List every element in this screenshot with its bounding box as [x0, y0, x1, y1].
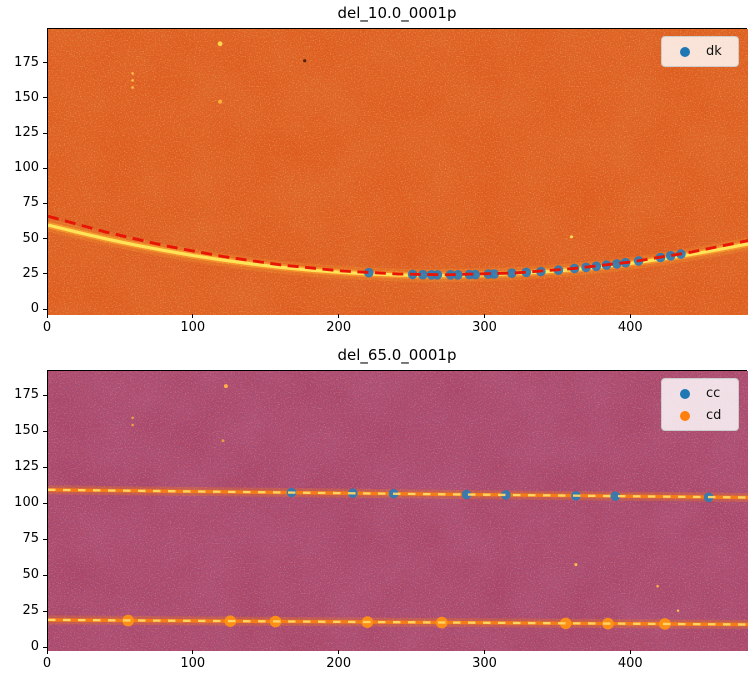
- x-tick-label: 100: [180, 656, 206, 671]
- x-tick-label: 400: [617, 320, 643, 335]
- x-tick: [484, 314, 485, 318]
- y-tick: [43, 538, 47, 540]
- x-tick: [192, 650, 194, 654]
- legend-label: cd: [706, 408, 722, 423]
- x-tick-label: 400: [617, 656, 643, 671]
- x-tick: [629, 314, 631, 318]
- x-tick-label: 200: [326, 320, 352, 335]
- y-tick: [43, 273, 47, 275]
- y-tick-label: 100: [14, 495, 39, 511]
- legend-marker-dot: [680, 410, 690, 421]
- legend-entry-cd: cd: [674, 408, 726, 423]
- y-tick-label: 50: [22, 230, 39, 246]
- y-tick-label: 25: [22, 603, 39, 619]
- legend-entry-cc: cc: [674, 386, 726, 401]
- y-tick: [43, 238, 47, 240]
- legend-label: dk: [706, 44, 722, 59]
- y-tick-label: 0: [30, 301, 39, 317]
- x-tick-label: 300: [472, 320, 497, 335]
- y-tick: [43, 394, 47, 396]
- y-tick: [43, 202, 47, 204]
- legend-entry-dk: dk: [674, 44, 726, 59]
- y-tick-label: 150: [14, 423, 39, 439]
- legend-label: cc: [706, 386, 721, 401]
- y-tick: [43, 610, 47, 612]
- legend-box-bottom: cc cd: [661, 378, 739, 431]
- plot-title-bottom: del_65.0_0001p: [337, 346, 457, 364]
- x-tick: [192, 314, 194, 318]
- y-tick-label: 125: [14, 459, 39, 475]
- legend-marker-dot: [680, 46, 690, 57]
- legend-box-top: dk: [661, 36, 739, 67]
- plot-image-top: [48, 29, 748, 315]
- legend-marker-dot: [680, 388, 690, 399]
- x-tick: [338, 650, 340, 654]
- x-tick-label: 300: [472, 656, 497, 671]
- x-tick-label: 200: [326, 656, 352, 671]
- y-tick: [43, 132, 47, 134]
- x-tick: [46, 650, 48, 654]
- x-tick: [629, 650, 631, 654]
- x-tick: [46, 314, 48, 318]
- y-tick-label: 25: [22, 265, 39, 281]
- plot-image-bottom: [48, 371, 748, 651]
- x-tick-label: 0: [42, 656, 52, 671]
- y-tick-label: 175: [14, 54, 39, 70]
- x-tick-label: 100: [180, 320, 206, 335]
- y-tick: [43, 97, 47, 99]
- y-tick: [43, 430, 47, 432]
- x-tick: [338, 314, 340, 318]
- y-tick-label: 100: [14, 160, 39, 176]
- x-tick: [484, 650, 485, 654]
- y-tick: [43, 62, 47, 63]
- axes-bottom: cc cd: [47, 370, 748, 651]
- y-tick-label: 175: [14, 387, 39, 403]
- y-tick-label: 125: [14, 125, 39, 140]
- y-tick: [43, 466, 47, 468]
- y-tick-label: 75: [22, 195, 39, 211]
- y-tick: [43, 646, 47, 648]
- y-tick-label: 150: [14, 89, 39, 105]
- y-tick-label: 75: [22, 531, 39, 547]
- axes-top: dk: [47, 28, 748, 315]
- y-tick-label: 0: [30, 639, 39, 655]
- y-tick: [43, 574, 47, 576]
- y-tick: [43, 502, 47, 504]
- plot-title-top: del_10.0_0001p: [337, 4, 457, 22]
- y-tick: [43, 167, 47, 169]
- x-tick-label: 0: [42, 320, 52, 335]
- y-tick-label: 50: [22, 567, 39, 583]
- y-tick: [43, 308, 47, 310]
